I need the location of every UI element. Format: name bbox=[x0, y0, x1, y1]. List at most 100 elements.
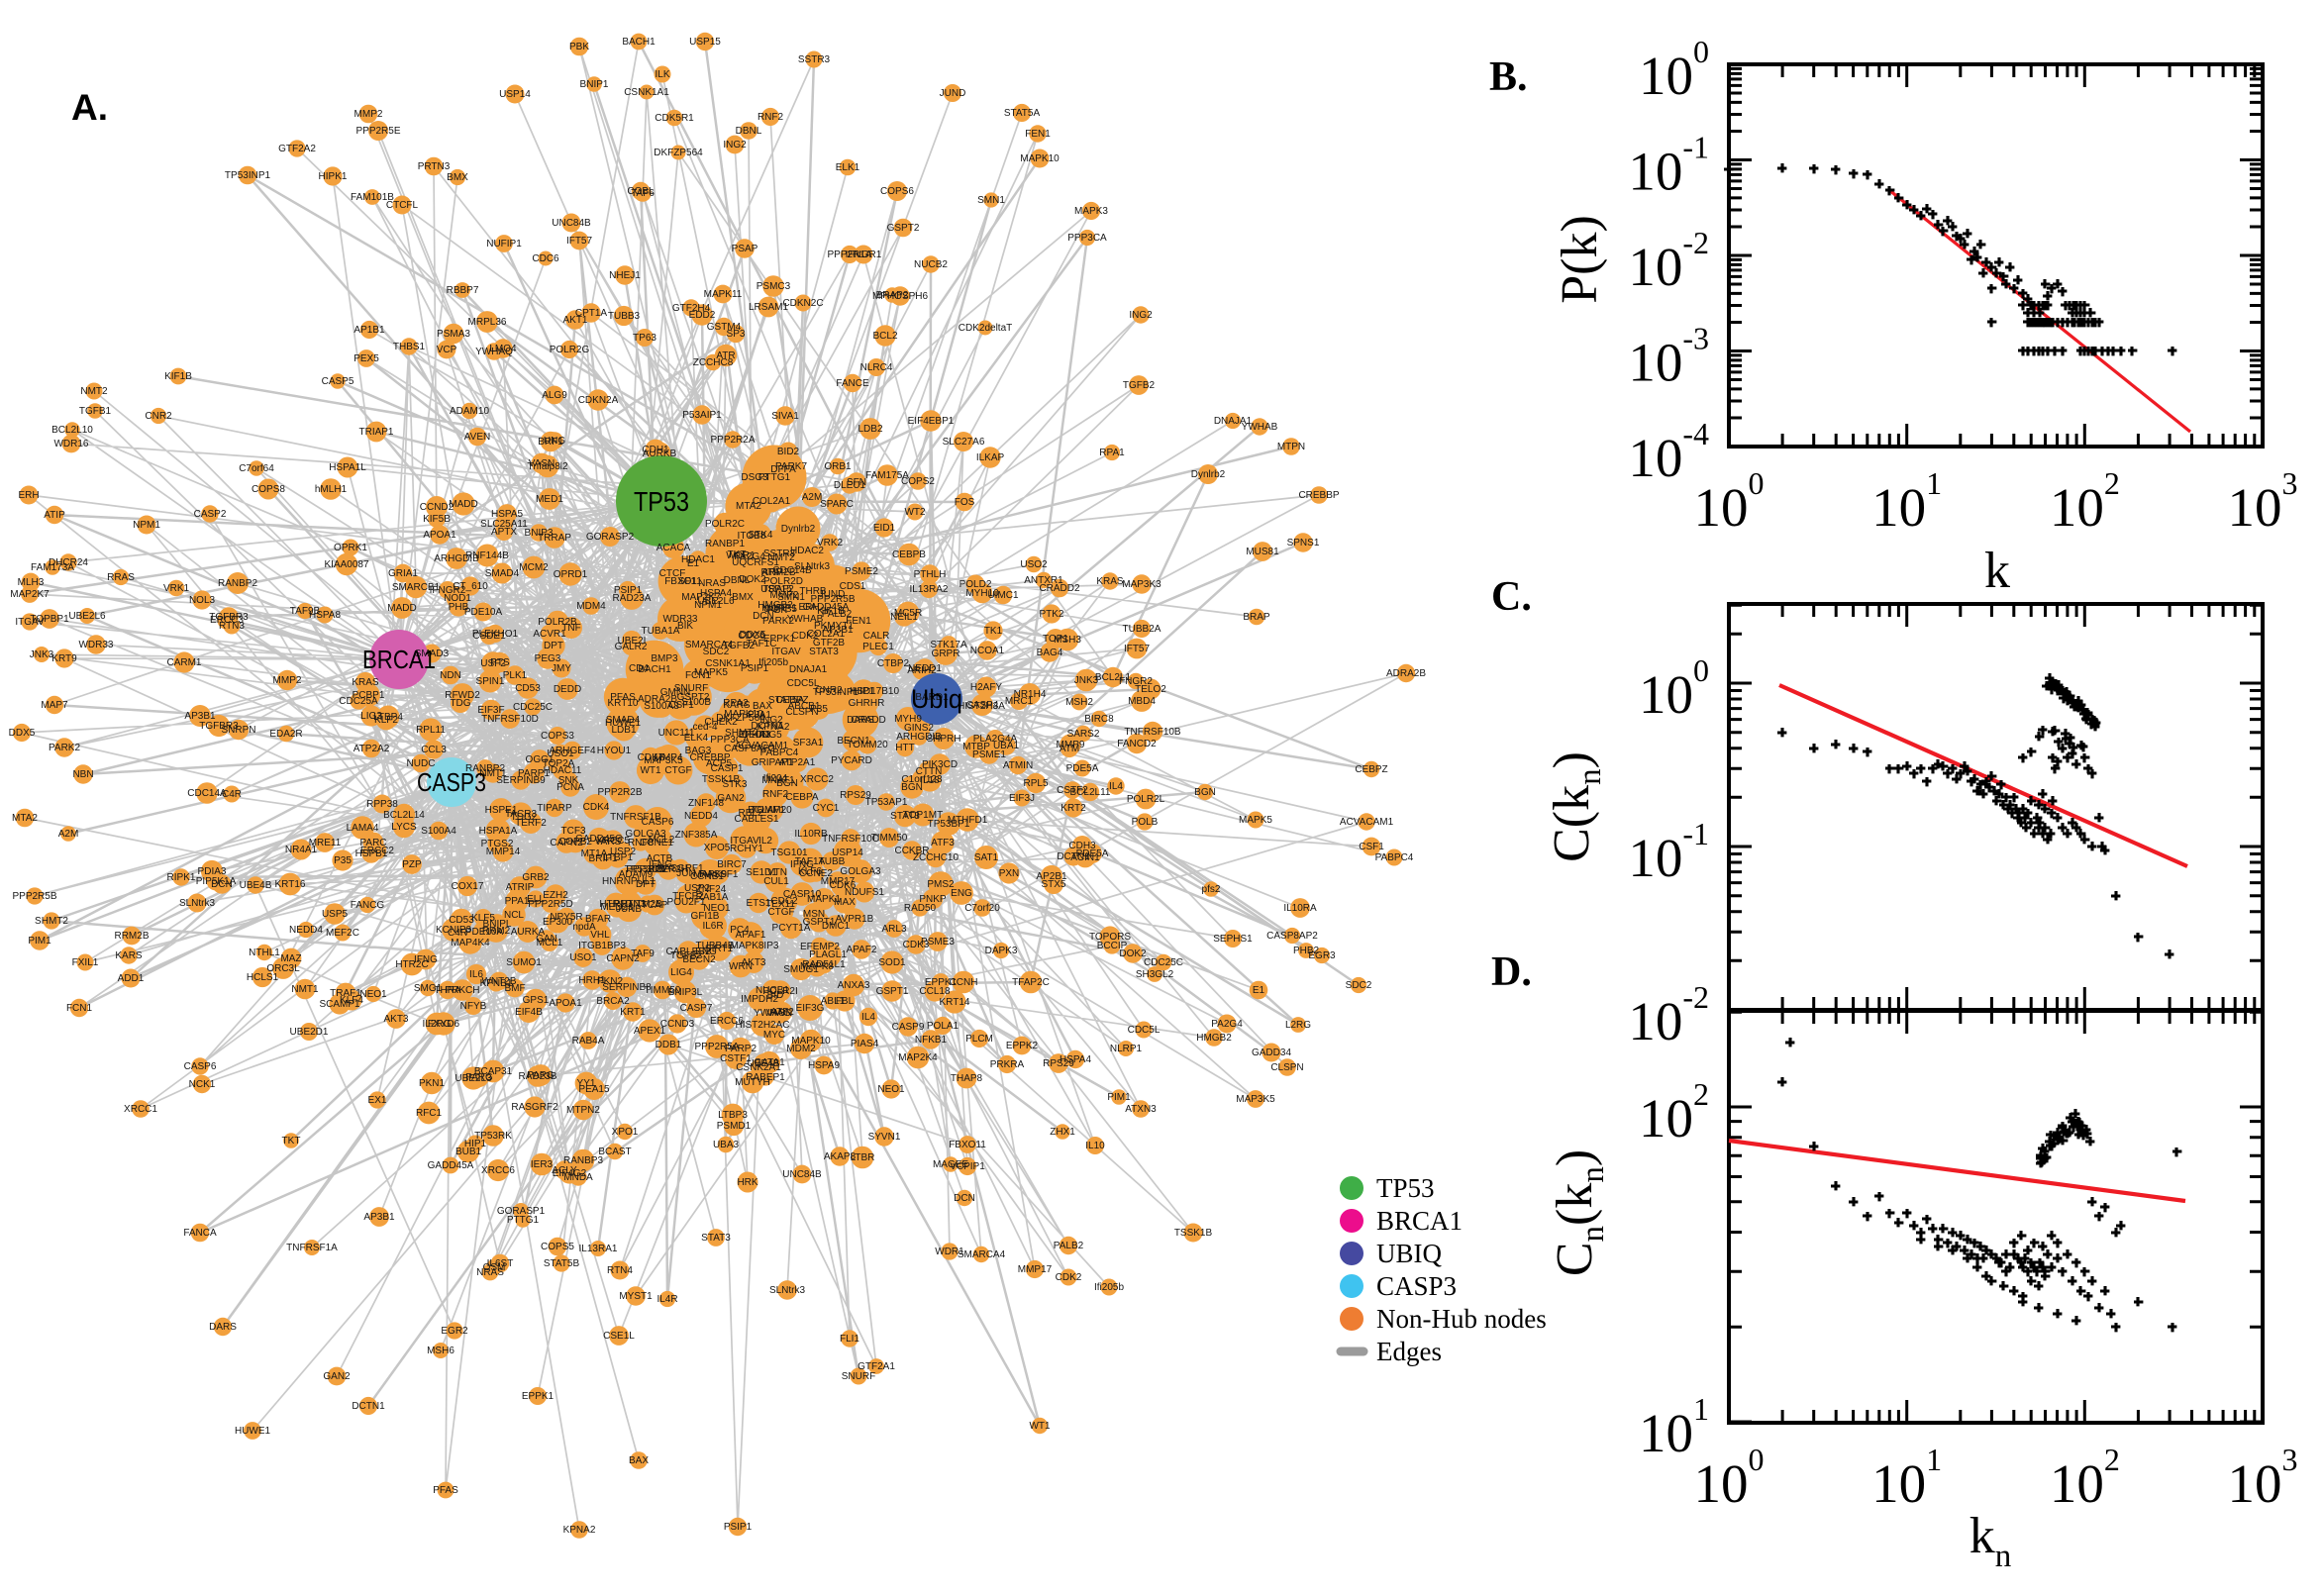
svg-text:PRTN3: PRTN3 bbox=[614, 899, 647, 910]
svg-text:TIMM50: TIMM50 bbox=[871, 833, 908, 844]
svg-text:WT1: WT1 bbox=[1029, 1421, 1051, 1432]
svg-text:CTTN: CTTN bbox=[916, 766, 943, 777]
svg-text:PRKCH: PRKCH bbox=[445, 985, 479, 996]
svg-text:POLR2H: POLR2H bbox=[649, 864, 688, 875]
svg-text:CSE1L: CSE1L bbox=[603, 1331, 635, 1342]
svg-text:C.: C. bbox=[1491, 574, 1532, 620]
svg-text:ERH: ERH bbox=[18, 490, 39, 501]
svg-text:RABEP1: RABEP1 bbox=[746, 1072, 785, 1083]
svg-text:USP5: USP5 bbox=[322, 909, 349, 920]
svg-text:ATM: ATM bbox=[1060, 744, 1079, 754]
svg-text:CDC25C: CDC25C bbox=[1144, 957, 1183, 968]
svg-text:PPP2R5E: PPP2R5E bbox=[355, 126, 400, 137]
svg-text:TAF9B: TAF9B bbox=[290, 606, 321, 617]
svg-text:MAPK1: MAPK1 bbox=[807, 894, 841, 905]
svg-text:PCBP1: PCBP1 bbox=[353, 690, 385, 701]
svg-text:RAB1A: RAB1A bbox=[696, 892, 729, 903]
svg-text:S100A8: S100A8 bbox=[644, 701, 679, 712]
svg-text:BIK: BIK bbox=[677, 621, 693, 632]
svg-text:PARP1: PARP1 bbox=[518, 768, 550, 779]
svg-text:GSPT1: GSPT1 bbox=[876, 986, 909, 997]
svg-text:NPM1: NPM1 bbox=[694, 600, 722, 611]
svg-text:STAT3: STAT3 bbox=[701, 1233, 731, 1244]
svg-text:RANBP2: RANBP2 bbox=[218, 578, 257, 589]
svg-text:TIPARP: TIPARP bbox=[537, 803, 572, 814]
svg-text:COPS8: COPS8 bbox=[252, 484, 285, 495]
svg-text:TUBA1A: TUBA1A bbox=[642, 626, 680, 637]
svg-text:PSME1: PSME1 bbox=[972, 749, 1006, 760]
svg-text:CDH3: CDH3 bbox=[1068, 841, 1096, 851]
svg-text:P53AIP1: P53AIP1 bbox=[682, 410, 722, 421]
svg-text:SPARC: SPARC bbox=[820, 499, 854, 510]
svg-text:PPP2R1A: PPP2R1A bbox=[827, 249, 871, 260]
svg-text:CASP8AP2: CASP8AP2 bbox=[1266, 931, 1318, 942]
svg-text:KPNB1: KPNB1 bbox=[480, 978, 513, 989]
svg-text:PTTG1: PTTG1 bbox=[758, 472, 791, 483]
svg-text:PA2G4: PA2G4 bbox=[734, 551, 765, 562]
svg-text:WDR33: WDR33 bbox=[662, 614, 697, 625]
svg-text:PARK7: PARK7 bbox=[775, 461, 807, 472]
svg-text:SOD1: SOD1 bbox=[878, 957, 906, 968]
svg-text:pfs2: pfs2 bbox=[1202, 884, 1221, 895]
svg-text:PTTG1: PTTG1 bbox=[507, 1215, 540, 1226]
svg-text:WT2: WT2 bbox=[904, 507, 926, 518]
svg-text:GAN2: GAN2 bbox=[717, 793, 745, 804]
svg-text:SHPRH: SHPRH bbox=[926, 734, 960, 745]
svg-text:CNR2: CNR2 bbox=[145, 411, 172, 422]
svg-text:TAF6: TAF6 bbox=[631, 188, 655, 199]
svg-text:PPP3CA: PPP3CA bbox=[1067, 233, 1107, 244]
svg-text:CDC14A: CDC14A bbox=[187, 788, 227, 799]
svg-text:SMARCB1: SMARCB1 bbox=[392, 582, 441, 593]
svg-text:CSF1: CSF1 bbox=[668, 700, 694, 711]
svg-text:RNF8: RNF8 bbox=[628, 838, 655, 848]
svg-text:KCNIP3: KCNIP3 bbox=[436, 925, 472, 936]
svg-text:TGFB1: TGFB1 bbox=[79, 406, 112, 417]
svg-text:VASN: VASN bbox=[529, 458, 556, 469]
svg-text:ADAM9: ADAM9 bbox=[619, 869, 654, 880]
svg-text:SLC27A6: SLC27A6 bbox=[943, 437, 985, 448]
svg-text:KLF6: KLF6 bbox=[798, 866, 822, 877]
svg-text:EX1: EX1 bbox=[368, 1095, 387, 1106]
svg-text:TCAP: TCAP bbox=[642, 900, 668, 911]
svg-text:PRKRA: PRKRA bbox=[990, 1059, 1025, 1070]
svg-text:LTBP4: LTBP4 bbox=[373, 712, 403, 723]
svg-text:AP3B1: AP3B1 bbox=[363, 1212, 395, 1223]
svg-text:GTF2A2: GTF2A2 bbox=[278, 144, 316, 154]
svg-text:VTN: VTN bbox=[767, 867, 787, 878]
svg-text:PKN1: PKN1 bbox=[419, 1078, 446, 1089]
svg-text:IL4: IL4 bbox=[861, 1012, 875, 1023]
svg-text:CDK2: CDK2 bbox=[1056, 1272, 1082, 1283]
svg-text:TKT: TKT bbox=[282, 1136, 301, 1147]
svg-text:CRADD: CRADD bbox=[851, 715, 886, 726]
svg-text:MYST1: MYST1 bbox=[619, 1291, 653, 1302]
svg-text:MUS81: MUS81 bbox=[1246, 547, 1279, 557]
svg-text:CSNK1A1: CSNK1A1 bbox=[705, 658, 751, 669]
svg-text:PCYT1A: PCYT1A bbox=[772, 923, 811, 934]
svg-text:SF1: SF1 bbox=[678, 576, 697, 587]
svg-text:NR1H4: NR1H4 bbox=[1014, 689, 1047, 700]
svg-text:BCLAF1: BCLAF1 bbox=[748, 805, 785, 816]
svg-text:KLF4: KLF4 bbox=[340, 995, 363, 1006]
svg-text:RAD23B: RAD23B bbox=[519, 1071, 557, 1082]
svg-text:PTGS2: PTGS2 bbox=[481, 839, 514, 849]
svg-text:BRCA1: BRCA1 bbox=[1376, 1206, 1463, 1236]
svg-text:PALB2: PALB2 bbox=[822, 609, 853, 620]
svg-text:CABLES1: CABLES1 bbox=[734, 814, 778, 825]
svg-text:NEIL1: NEIL1 bbox=[890, 612, 918, 623]
svg-text:ORB1: ORB1 bbox=[824, 461, 852, 472]
svg-text:PSAP: PSAP bbox=[732, 244, 758, 254]
svg-text:POLR2C: POLR2C bbox=[705, 519, 745, 530]
svg-text:CCNE2: CCNE2 bbox=[799, 868, 833, 879]
svg-text:C4R: C4R bbox=[448, 928, 467, 939]
svg-text:POLR2I: POLR2I bbox=[762, 986, 798, 997]
svg-text:DCN: DCN bbox=[954, 1193, 975, 1204]
svg-text:MAPK10: MAPK10 bbox=[791, 1036, 831, 1047]
svg-text:ARHGDIB: ARHGDIB bbox=[896, 732, 942, 743]
svg-text:CASP3: CASP3 bbox=[1376, 1271, 1457, 1301]
svg-text:CPT1A: CPT1A bbox=[575, 308, 608, 319]
svg-text:IL10RA: IL10RA bbox=[1283, 903, 1317, 914]
svg-text:TGFBR3: TGFBR3 bbox=[199, 721, 239, 732]
svg-text:CT_610: CT_610 bbox=[453, 581, 488, 592]
svg-text:MTPN: MTPN bbox=[1277, 442, 1305, 452]
svg-text:MDM2: MDM2 bbox=[786, 1044, 816, 1054]
